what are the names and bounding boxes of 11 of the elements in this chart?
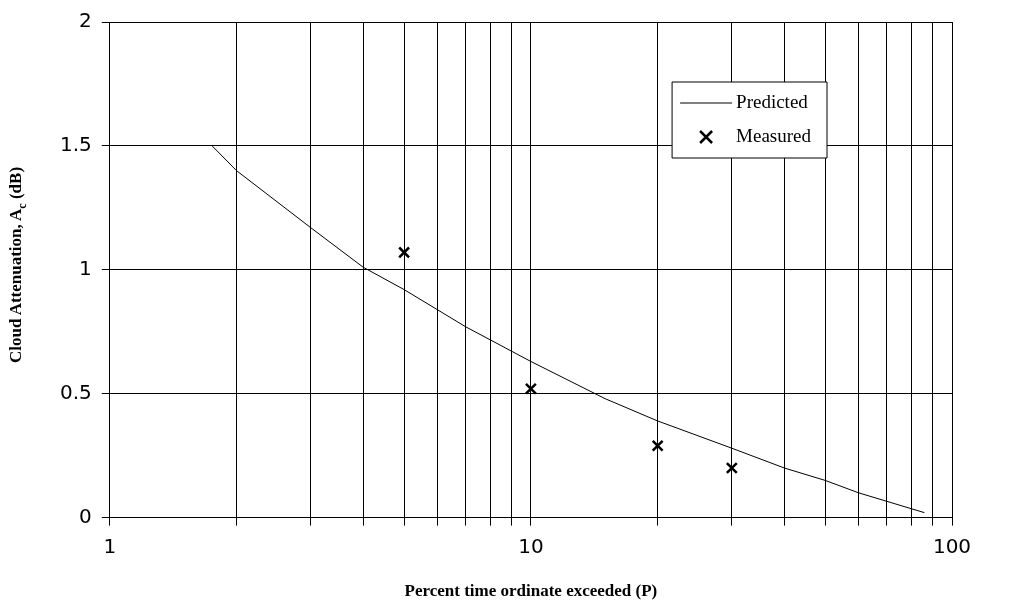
legend-label: Predicted [736, 90, 809, 112]
x-axis-title: Percent time ordinate exceeded (P) [404, 581, 658, 601]
x-tick-label: 1 [103, 533, 117, 558]
x-tick-label: 10 [518, 533, 544, 558]
y-tick-label: 0 [79, 503, 92, 528]
y-tick-label: 2 [79, 8, 92, 33]
x-tick-label: 100 [932, 533, 972, 558]
y-tick-label: 1 [79, 256, 92, 280]
y-tick-label: 1.5 [59, 132, 92, 157]
legend-label: Measured [736, 124, 812, 146]
y-tick-label: 0.5 [59, 379, 92, 404]
